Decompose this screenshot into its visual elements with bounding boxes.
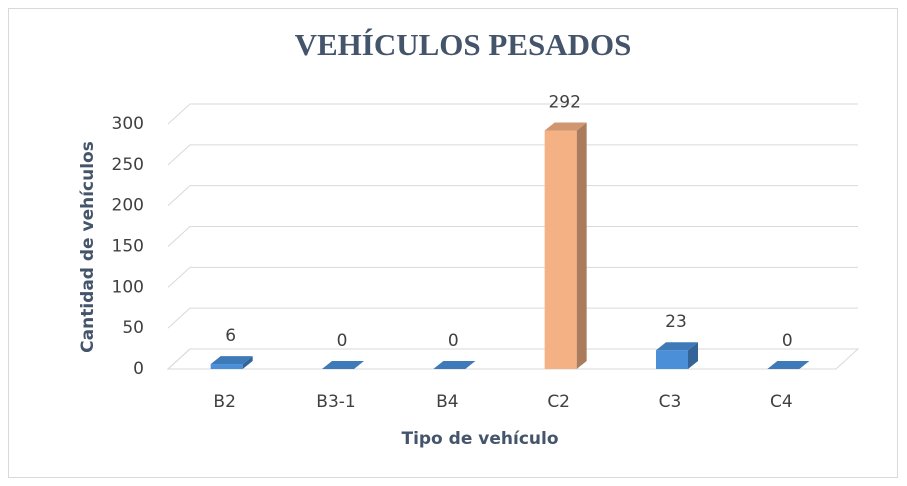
grid-line <box>167 307 858 329</box>
grid-line <box>167 103 858 125</box>
bar <box>210 356 253 369</box>
x-tick-label: C3 <box>659 392 682 412</box>
grid-line <box>167 226 858 247</box>
y-tick-label: 200 <box>112 196 144 216</box>
chart-border <box>8 8 898 478</box>
bar-top <box>544 122 587 131</box>
x-tick-label: C2 <box>547 392 570 412</box>
data-label: 6 <box>225 326 236 346</box>
y-tick-label: 250 <box>112 155 144 175</box>
x-tick-label: B3-1 <box>316 392 355 412</box>
bar <box>322 361 364 369</box>
x-tick-label: B2 <box>213 392 235 412</box>
bar-front <box>210 364 243 369</box>
grid-line <box>167 185 858 207</box>
x-tick-label: B4 <box>436 392 458 412</box>
bar <box>433 361 476 369</box>
bar-top <box>656 342 698 351</box>
data-label: 0 <box>337 331 348 351</box>
x-tick-label: C4 <box>770 392 793 412</box>
y-tick-label: 300 <box>112 114 144 134</box>
y-tick-label: 100 <box>112 277 144 297</box>
bar-side <box>688 342 698 369</box>
data-label: 0 <box>782 331 793 351</box>
bar <box>544 122 587 370</box>
grid-line <box>167 348 858 370</box>
y-axis-title: Cantidad de vehículos <box>78 141 98 353</box>
y-tick-label: 0 <box>133 359 144 379</box>
bar-side <box>576 122 587 370</box>
data-label: 292 <box>548 93 580 113</box>
bar <box>656 342 698 369</box>
x-axis-title: Tipo de vehículo <box>401 429 558 449</box>
bar-top <box>767 361 810 369</box>
data-label: 0 <box>448 331 459 351</box>
bar-top <box>322 361 364 369</box>
bar-side <box>242 356 253 369</box>
bar-front <box>656 350 688 369</box>
chart-title: VEHÍCULOS PESADOS <box>295 27 632 62</box>
bar-top <box>210 356 253 365</box>
y-tick-label: 50 <box>122 318 144 338</box>
grid-line <box>167 266 858 288</box>
bar-front <box>544 130 577 369</box>
bar-top <box>433 361 476 369</box>
y-tick-label: 150 <box>112 237 144 257</box>
bar <box>767 361 810 369</box>
data-label: 23 <box>665 312 687 332</box>
grid-line <box>167 144 858 166</box>
